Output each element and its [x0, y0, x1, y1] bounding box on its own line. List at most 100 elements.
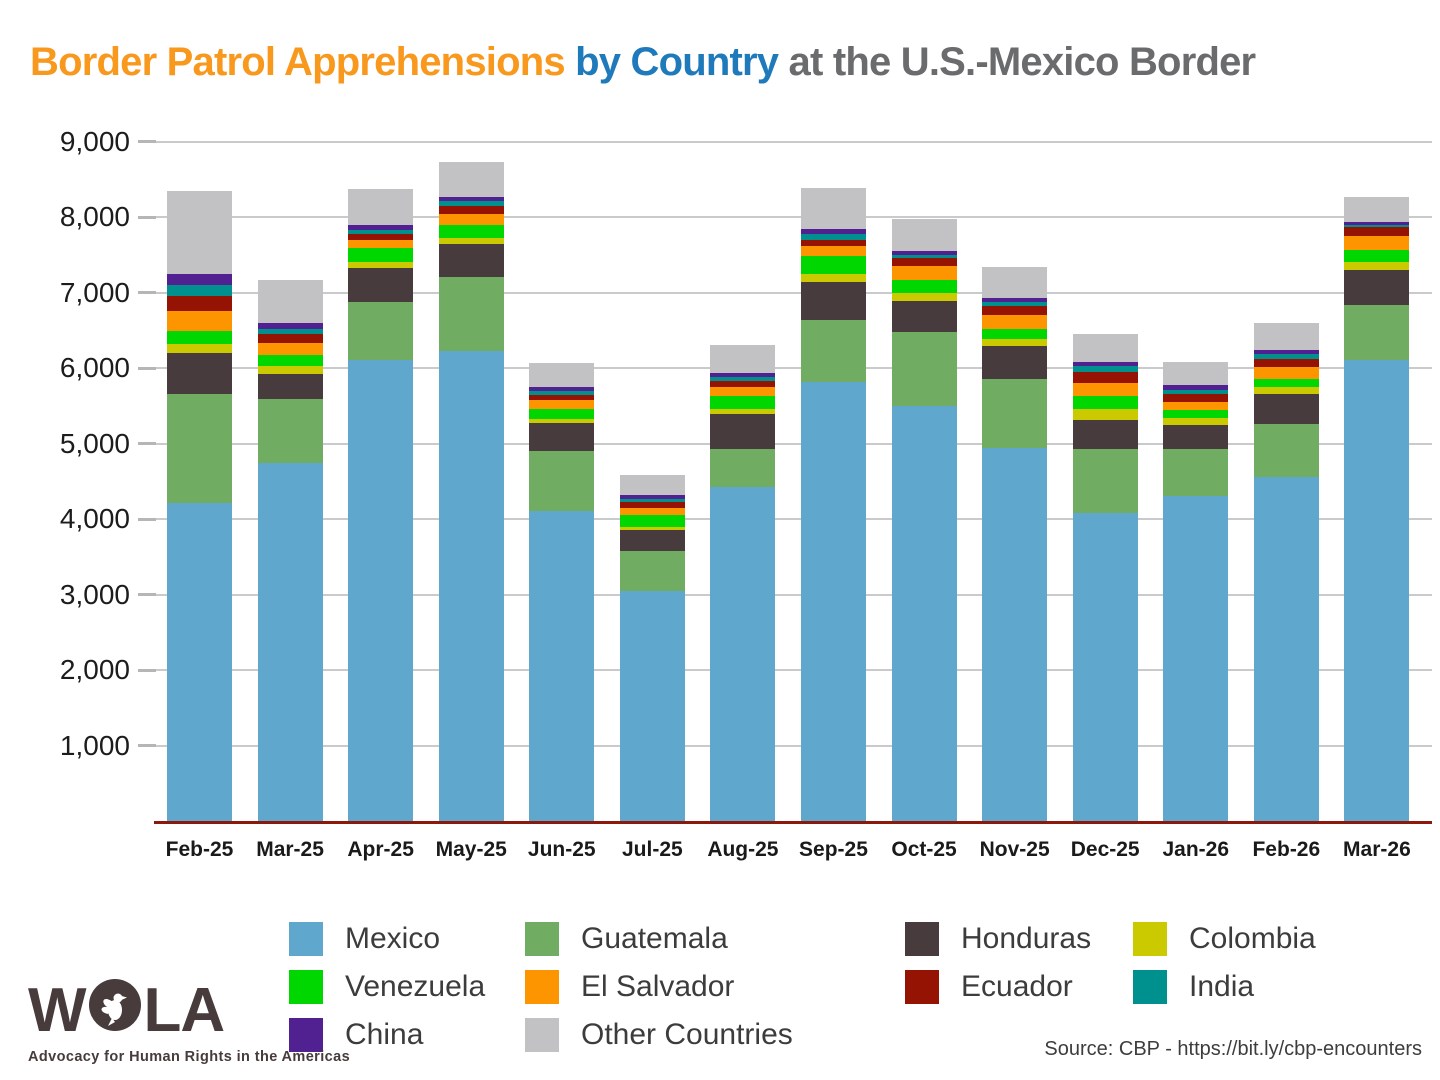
legend-label: Other Countries	[581, 1018, 793, 1051]
bar-segment-El Salvador	[800, 246, 866, 257]
bar-segment-Colombia	[529, 418, 595, 424]
bar-segment-Guatemala	[1344, 305, 1410, 361]
x-axis-label-Jan-26: Jan-26	[1162, 838, 1230, 861]
x-axis-line	[154, 821, 1432, 824]
bar-segment-Venezuela	[800, 256, 866, 275]
bar-segment-Ecuador	[348, 233, 414, 240]
bar-segment-Other Countries	[167, 190, 232, 274]
bar-segment-Honduras	[1163, 425, 1229, 450]
bar-segment-India	[348, 229, 414, 234]
bar-segment-Honduras	[891, 301, 957, 333]
gridline-9000	[154, 140, 1432, 143]
bar-segment-El Salvador	[1344, 235, 1410, 251]
bar-segment-Venezuela	[1344, 250, 1410, 263]
bar-Feb-26	[1253, 323, 1319, 821]
y-tick-9000	[138, 140, 156, 143]
legend-label: India	[1189, 970, 1255, 1003]
bar-segment-Other Countries	[257, 279, 323, 323]
bar-segment-Honduras	[438, 244, 504, 278]
bar-segment-Honduras	[710, 413, 776, 450]
legend-label: Colombia	[1189, 922, 1316, 955]
bar-segment-Honduras	[619, 529, 685, 552]
gridline-2000	[154, 669, 1432, 671]
bar-segment-El Salvador	[982, 315, 1048, 329]
wola-tagline: Advocacy for Human Rights in the America…	[28, 1049, 351, 1065]
bar-segment-Venezuela	[1163, 410, 1229, 418]
bar-segment-Colombia	[891, 293, 957, 302]
bar-segment-Guatemala	[529, 450, 595, 512]
bar-segment-India	[1253, 354, 1319, 359]
legend-item-india: India	[1133, 963, 1316, 1011]
legend-swatch-icon	[525, 1018, 559, 1052]
bar-segment-Mexico	[1072, 512, 1138, 821]
y-axis-label: 5,000	[59, 427, 130, 459]
bar-segment-India	[619, 498, 685, 503]
bar-segment-El Salvador	[257, 343, 323, 356]
x-axis-label-Feb-25: Feb-25	[165, 838, 234, 861]
legend-column-3: Honduras Ecuador	[905, 915, 1091, 1011]
bar-segment-Venezuela	[1072, 395, 1138, 409]
gridline-8000	[154, 216, 1432, 218]
x-axis-label-Mar-25: Mar-25	[256, 838, 324, 861]
y-axis-label: 1,000	[59, 729, 130, 761]
bar-segment-Other Countries	[348, 189, 414, 225]
bar-segment-Ecuador	[1163, 394, 1229, 402]
bar-segment-Guatemala	[257, 398, 323, 464]
bar-segment-El Salvador	[1163, 401, 1229, 411]
bar-segment-China	[1163, 385, 1229, 390]
bar-segment-Guatemala	[167, 393, 232, 504]
bar-segment-Guatemala	[1163, 449, 1229, 497]
x-axis-label-Dec-25: Dec-25	[1070, 838, 1140, 861]
legend-item-venezuela: Venezuela	[289, 963, 485, 1011]
y-tick-6000	[138, 366, 156, 370]
bar-segment-China	[1344, 221, 1410, 225]
bar-Mar-26	[1344, 196, 1410, 821]
bar-segment-El Salvador	[1253, 367, 1319, 379]
bar-segment-China	[982, 297, 1048, 302]
wola-logo: W LA Advocacy for Human Rights in the Am…	[28, 978, 350, 1065]
bar-segment-Mexico	[1253, 477, 1319, 821]
bar-segment-China	[619, 494, 685, 499]
bar-segment-El Salvador	[348, 239, 414, 248]
bar-segment-China	[891, 250, 957, 256]
y-tick-4000	[138, 517, 156, 521]
bar-segment-Colombia	[800, 274, 866, 282]
title-part-border: at the U.S.-Mexico Border	[788, 40, 1257, 84]
y-tick-5000	[138, 442, 156, 445]
bar-segment-Honduras	[1253, 393, 1319, 424]
bar-segment-India	[1344, 224, 1410, 227]
gridline-4000	[154, 518, 1432, 520]
bar-segment-Colombia	[982, 338, 1048, 347]
bar-segment-Ecuador	[800, 239, 866, 247]
x-axis-label-Jul-25: Jul-25	[621, 838, 683, 861]
bar-segment-Mexico	[529, 511, 595, 821]
bar-Aug-25	[710, 344, 776, 821]
bar-segment-India	[167, 284, 232, 297]
bar-segment-Other Countries	[529, 362, 595, 387]
x-axis-label-Feb-26: Feb-26	[1252, 838, 1321, 861]
bar-May-25	[438, 161, 504, 821]
bar-segment-Guatemala	[438, 277, 504, 351]
bar-Nov-25	[982, 266, 1048, 821]
bar-segment-Guatemala	[710, 449, 776, 488]
bar-segment-Mexico	[800, 382, 866, 821]
bar-segment-Mexico	[710, 487, 776, 821]
bar-Mar-25	[257, 279, 323, 821]
bar-segment-Colombia	[438, 238, 504, 245]
bar-segment-Guatemala	[1072, 448, 1138, 513]
legend-item-other-countries: Other Countries	[525, 1011, 793, 1059]
bar-segment-Ecuador	[438, 205, 504, 214]
legend-swatch-icon	[905, 922, 939, 956]
legend-label: Ecuador	[961, 970, 1073, 1003]
bar-segment-Guatemala	[982, 378, 1048, 448]
bar-segment-Colombia	[1344, 262, 1410, 270]
bar-segment-El Salvador	[529, 400, 595, 409]
y-tick-8000	[138, 215, 156, 219]
legend-column-2: Guatemala El Salvador Other Countries	[525, 915, 793, 1059]
bar-Jan-26	[1163, 361, 1229, 821]
bar-segment-Colombia	[619, 526, 685, 530]
bar-segment-Honduras	[1072, 420, 1138, 449]
bar-Feb-25	[167, 190, 232, 821]
bar-segment-Guatemala	[348, 301, 414, 360]
bar-segment-El Salvador	[167, 310, 232, 331]
